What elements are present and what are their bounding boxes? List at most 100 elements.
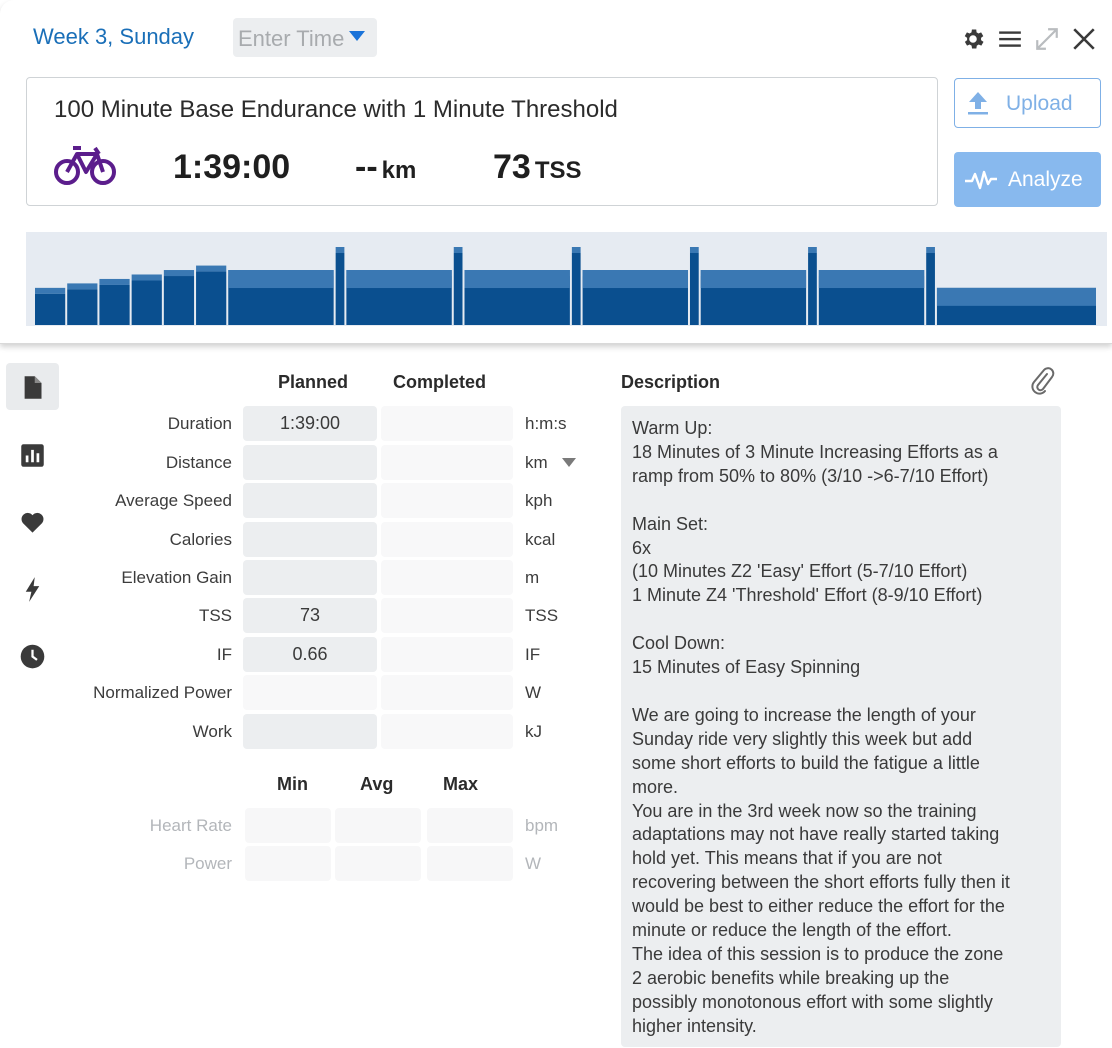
power-avg-field <box>335 846 421 881</box>
metric-label-normalized-power: Normalized Power <box>93 683 232 702</box>
pulse-icon <box>964 169 998 191</box>
workout-step-cap <box>163 270 195 277</box>
planned-normalized-power-field <box>243 675 377 710</box>
workout-step-bar <box>131 280 162 325</box>
tab-power[interactable] <box>6 565 59 612</box>
metric-label-average-speed: Average Speed <box>115 491 232 510</box>
completed-elevation-gain-field[interactable] <box>381 560 513 595</box>
workout-step-bar <box>163 276 195 325</box>
workout-step-cap <box>571 247 581 253</box>
metric-label-distance: Distance <box>165 453 232 472</box>
planned-distance-field[interactable] <box>243 445 377 480</box>
planned-tss-field[interactable]: 73 <box>243 598 377 633</box>
workout-step-bar <box>926 253 935 325</box>
metric-unit-average-speed: kph <box>525 491 553 510</box>
analyze-button[interactable]: Analyze <box>954 152 1101 207</box>
tab-time[interactable] <box>6 632 59 679</box>
description-text[interactable]: Warm Up: 18 Minutes of 3 Minute Increasi… <box>621 406 1061 1047</box>
workout-summary-card: 100 Minute Base Endurance with 1 Minute … <box>26 77 938 206</box>
workout-step-bar <box>335 253 345 325</box>
workout-step-cap <box>926 247 935 253</box>
workout-step-band <box>818 270 925 289</box>
completed-normalized-power-field[interactable] <box>381 675 513 710</box>
description-heading: Description <box>621 372 721 392</box>
planned-calories-field[interactable] <box>243 522 377 557</box>
planned-elevation-gain-field[interactable] <box>243 560 377 595</box>
heart-icon <box>21 512 44 533</box>
workout-step-bar <box>67 289 98 325</box>
clock-icon <box>20 644 45 669</box>
power-min-field <box>245 846 331 881</box>
workout-step-cap <box>689 247 699 253</box>
metric-unit-calories: kcal <box>525 530 556 549</box>
workout-step-band <box>582 270 688 289</box>
completed-distance-field[interactable] <box>381 445 513 480</box>
document-icon <box>24 376 42 399</box>
workout-step-bar <box>689 253 699 325</box>
workout-step-bar <box>196 271 227 325</box>
completed-work-field[interactable] <box>381 714 513 749</box>
workout-step-cap <box>808 247 817 253</box>
workout-step-bar <box>35 293 66 325</box>
unit-dropdown-caret-icon[interactable] <box>562 458 576 467</box>
tab-charts[interactable] <box>6 431 59 478</box>
lightning-icon <box>25 577 40 602</box>
tab-heart-rate[interactable] <box>6 498 59 545</box>
upload-label: Upload <box>1006 92 1073 115</box>
workout-step-cap <box>35 287 66 294</box>
metric-label-tss: TSS <box>198 606 232 625</box>
planned-work-field[interactable] <box>243 714 377 749</box>
menu-icon[interactable] <box>997 26 1023 52</box>
completed-average-speed-field[interactable] <box>381 483 513 518</box>
metric-label-calories: Calories <box>169 530 232 549</box>
completed-if-field[interactable] <box>381 637 513 672</box>
workout-step-cap <box>196 265 227 272</box>
workout-step-cap <box>99 278 130 285</box>
paperclip-icon[interactable] <box>1029 365 1055 395</box>
min-header: Min <box>277 774 308 794</box>
metric-label-duration: Duration <box>167 414 232 433</box>
planned-header: Planned <box>278 372 349 392</box>
completed-calories-field[interactable] <box>381 522 513 557</box>
metric-unit-distance[interactable]: km <box>525 453 548 472</box>
expand-icon[interactable] <box>1034 26 1060 52</box>
range-label-heart-rate: Heart Rate <box>149 816 232 835</box>
planned-average-speed-field[interactable] <box>243 483 377 518</box>
metric-unit-if: IF <box>525 645 541 664</box>
tss-stat: 73 TSS <box>493 148 582 187</box>
completed-duration-field[interactable] <box>381 406 513 441</box>
analyze-label: Analyze <box>1008 168 1083 191</box>
tss-unit: TSS <box>534 157 582 184</box>
metric-label-if: IF <box>216 645 232 664</box>
planned-if-field[interactable]: 0.66 <box>243 637 377 672</box>
metric-unit-tss: TSS <box>525 606 559 625</box>
metric-unit-elevation-gain: m <box>525 568 540 587</box>
metric-label-elevation-gain: Elevation Gain <box>121 568 232 587</box>
workout-structure-graph <box>26 232 1107 326</box>
time-select[interactable]: Enter Time <box>233 18 377 57</box>
gear-icon[interactable] <box>960 26 986 52</box>
caret-down-icon <box>349 31 365 41</box>
metric-label-work: Work <box>192 722 232 741</box>
workout-step-cap <box>453 247 463 253</box>
metric-unit-work: kJ <box>525 722 542 741</box>
max-header: Max <box>443 774 479 794</box>
planned-duration-field[interactable]: 1:39:00 <box>243 406 377 441</box>
metric-unit-duration: h:m:s <box>525 414 567 433</box>
tab-summary[interactable] <box>6 363 59 410</box>
workout-step-bar <box>453 253 463 325</box>
close-icon[interactable] <box>1071 26 1097 52</box>
workout-step-cap <box>131 274 162 281</box>
metric-unit-normalized-power: W <box>525 683 542 702</box>
workout-step-cap <box>67 283 98 290</box>
workout-header-panel: Week 3, Sunday Enter Time 100 Minute Bas… <box>0 0 1112 344</box>
range-label-power: Power <box>183 854 232 873</box>
completed-tss-field[interactable] <box>381 598 513 633</box>
distance-value: -- <box>355 148 378 186</box>
upload-button[interactable]: Upload <box>954 78 1101 128</box>
upload-icon <box>967 91 989 115</box>
workout-step-band <box>346 270 452 289</box>
workout-step-band <box>936 287 1096 306</box>
workout-step-bar <box>571 253 581 325</box>
heart-rate-max-field <box>427 808 513 843</box>
